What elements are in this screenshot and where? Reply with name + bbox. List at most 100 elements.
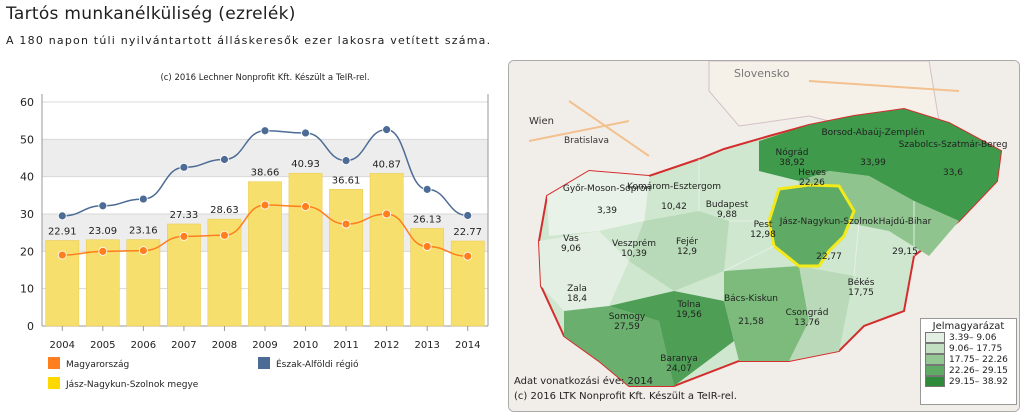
- county-label: Győr-Moson-Sopron: [563, 184, 651, 194]
- county-value: 29,15: [892, 247, 918, 257]
- bar-value-label: 28.63: [210, 205, 239, 216]
- bar-value-label: 38.66: [251, 168, 280, 179]
- series-point: [301, 128, 310, 138]
- y-tick-label: 10: [20, 283, 34, 296]
- county-label: Hajdú-Bihar: [879, 217, 932, 227]
- map-credit: (c) 2016 LTK Nonprofit Kft. Készült a Te…: [514, 391, 737, 402]
- highlighted-county[interactable]: [767, 183, 856, 268]
- map-legend-item: 17.75– 22.26: [925, 354, 1016, 365]
- map-legend-label: 17.75– 22.26: [949, 354, 1008, 365]
- x-tick-label: 2013: [414, 340, 439, 351]
- map-legend-swatch: [925, 354, 945, 365]
- county-label: Budapest: [706, 200, 749, 210]
- county-label: Jász-Nagykun-Szolnok: [779, 217, 879, 227]
- series-point: [138, 194, 148, 204]
- county-label: Pest: [754, 220, 773, 230]
- map-legend-swatch: [925, 343, 945, 354]
- county-label: Heves: [798, 168, 826, 178]
- series-point: [179, 162, 189, 172]
- county-value: 17,75: [848, 288, 874, 298]
- county-label: Szabolcs-Szatmár-Bereg: [899, 140, 1008, 150]
- county-value: 22,26: [799, 178, 825, 188]
- x-tick-label: 2008: [212, 340, 237, 351]
- bar: [329, 189, 363, 327]
- series-point: [463, 251, 473, 261]
- x-tick-label: 2010: [293, 340, 318, 351]
- county-value: 12,98: [750, 230, 776, 240]
- city-label: Wien: [529, 116, 554, 127]
- county-label: Bács-Kiskun: [724, 294, 778, 304]
- series-point: [220, 155, 229, 164]
- x-tick-label: 2006: [131, 340, 156, 351]
- x-tick-label: 2014: [455, 340, 480, 351]
- map-legend-item: 3.39– 9.06: [925, 332, 1016, 343]
- map-legend-swatch: [925, 365, 945, 376]
- county-label: Borsod-Abaúj-Zemplén: [821, 127, 924, 138]
- county-value: 18,4: [567, 294, 587, 304]
- series-point: [422, 242, 432, 251]
- county-label: Tolna: [676, 300, 700, 310]
- county-value: 19,56: [676, 310, 702, 320]
- series-point: [422, 184, 432, 194]
- series-point: [260, 126, 270, 136]
- unemployment-chart: (c) 2016 Lechner Nonprofit Kft. Készült …: [20, 72, 489, 390]
- bar: [369, 173, 404, 327]
- bar-value-label: 40.87: [372, 159, 401, 170]
- x-tick-label: 2009: [252, 340, 277, 351]
- y-tick-label: 50: [20, 133, 34, 146]
- y-tick-label: 0: [27, 320, 34, 333]
- map-legend-label: 9.06– 17.75: [949, 343, 1003, 354]
- county-label: Csongrád: [786, 308, 829, 318]
- x-tick-label: 2007: [171, 340, 196, 351]
- legend-swatch: [48, 357, 60, 369]
- y-tick-label: 20: [20, 245, 34, 258]
- bar-value-label: 27.33: [170, 210, 199, 221]
- county-value: 12,9: [677, 247, 697, 257]
- county-value: 10,39: [621, 249, 647, 259]
- series-point: [341, 156, 351, 166]
- county-value: 27,59: [614, 322, 640, 332]
- county-value: 22,77: [816, 252, 842, 262]
- page-title: Tartós munkanélküliség (ezrelék): [6, 4, 296, 24]
- x-tick-label: 2004: [50, 340, 75, 351]
- county-label: Veszprém: [612, 238, 656, 249]
- series-point: [382, 125, 392, 135]
- map-legend-item: 22.26– 29.15: [925, 365, 1016, 376]
- series-point: [179, 231, 189, 241]
- series-point: [301, 202, 310, 211]
- series-point: [341, 219, 351, 229]
- y-tick-label: 30: [20, 208, 34, 221]
- series-point: [98, 246, 108, 256]
- county-label: Zala: [567, 284, 587, 294]
- bar-value-label: 22.91: [48, 226, 77, 237]
- county-value: 33,6: [943, 168, 963, 178]
- map-legend-item: 29.15– 38.92: [925, 376, 1016, 387]
- y-tick-label: 60: [20, 96, 34, 109]
- county-label: Baranya: [660, 354, 697, 364]
- map-legend: Jelmagyarázat 3.39– 9.06 9.06– 17.75 17.75…: [920, 318, 1017, 405]
- x-tick-label: 2012: [374, 340, 399, 351]
- map-legend-swatch: [925, 376, 945, 387]
- county-label: Békés: [848, 277, 875, 288]
- map-legend-item: 9.06– 17.75: [925, 343, 1016, 354]
- map-legend-title: Jelmagyarázat: [932, 321, 1005, 332]
- legend-label: Jász-Nagykun-Szolnok megye: [65, 380, 199, 390]
- series-point: [138, 246, 148, 255]
- plot-band: [42, 139, 488, 177]
- legend-swatch: [48, 377, 60, 389]
- map-canvas: Slovensko Wien Bratislava Győr-Moson-Sop…: [509, 61, 1019, 411]
- series-point: [98, 201, 108, 211]
- map-legend-label: 29.15– 38.92: [949, 376, 1008, 387]
- county-label: Somogy: [609, 312, 646, 322]
- series-point: [463, 211, 473, 220]
- county-label: Komárom-Esztergom: [627, 182, 721, 192]
- map-legend-label: 3.39– 9.06: [949, 332, 997, 343]
- county-label: Fejér: [676, 236, 698, 247]
- legend-swatch: [258, 357, 270, 369]
- map-legend-label: 22.26– 29.15: [949, 365, 1008, 376]
- county-map[interactable]: Slovensko Wien Bratislava Győr-Moson-Sop…: [508, 60, 1020, 412]
- series-point: [57, 211, 67, 221]
- map-data-year: Adat vonatkozási éve: 2014: [514, 376, 653, 387]
- county-value: 3,39: [597, 206, 617, 216]
- bar-value-label: 22.77: [453, 227, 482, 238]
